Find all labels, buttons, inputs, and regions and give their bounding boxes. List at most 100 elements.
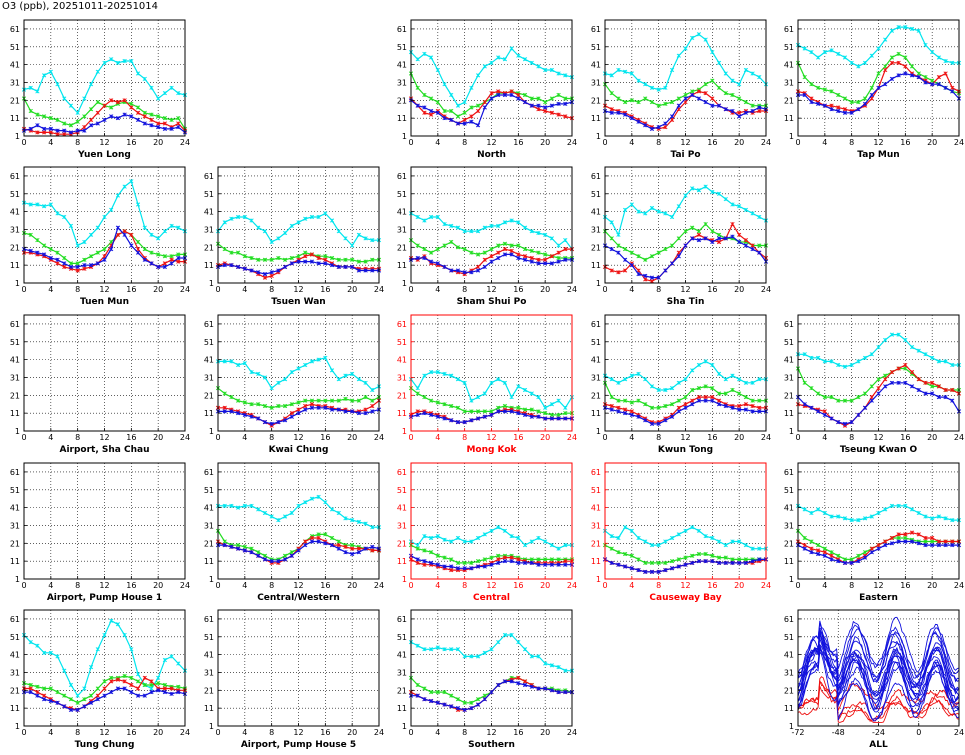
data-point-green <box>716 85 722 90</box>
data-point-green <box>489 555 494 560</box>
data-point-red <box>930 535 935 541</box>
data-point-blue <box>649 126 655 131</box>
data-point-green <box>849 99 854 105</box>
x-tick-label: 0 <box>215 581 220 590</box>
data-point-cyan <box>475 535 481 541</box>
y-tick-label: 51 <box>784 43 794 52</box>
data-point-green <box>48 246 53 252</box>
y-tick-label: 51 <box>591 190 601 199</box>
data-point-blue <box>35 693 40 698</box>
data-point-cyan <box>343 236 348 241</box>
x-tick-label: 20 <box>347 433 357 442</box>
data-point-blue <box>95 261 100 266</box>
y-tick-label: 11 <box>397 261 407 270</box>
data-point-blue <box>370 544 375 549</box>
data-point-cyan <box>563 542 568 548</box>
x-tick-label: 8 <box>849 581 854 590</box>
data-point-blue <box>496 255 501 261</box>
data-point-red <box>496 89 501 94</box>
data-point-blue <box>750 246 755 252</box>
data-point-blue <box>663 567 668 573</box>
data-point-blue <box>48 255 53 261</box>
data-point-blue <box>649 421 655 426</box>
data-point-green <box>609 394 614 400</box>
data-point-blue <box>529 560 534 566</box>
data-point-cyan <box>609 377 614 382</box>
data-point-red <box>730 221 735 227</box>
x-tick-label: 20 <box>540 138 550 147</box>
data-point-cyan <box>475 394 481 400</box>
data-point-green <box>876 377 881 382</box>
y-tick-label: 21 <box>10 243 20 252</box>
data-point-cyan <box>489 647 494 652</box>
data-point-cyan <box>276 380 281 385</box>
data-point-cyan <box>829 48 834 53</box>
data-point-green <box>649 560 655 566</box>
data-point-cyan <box>536 535 541 541</box>
data-point-blue <box>455 268 461 273</box>
data-point-blue <box>829 416 834 421</box>
data-point-green <box>135 105 141 110</box>
data-point-blue <box>889 380 895 385</box>
data-point-blue <box>943 542 948 548</box>
data-point-green <box>162 254 167 259</box>
data-point-blue <box>690 236 695 241</box>
data-point-blue <box>442 116 447 121</box>
data-point-blue <box>737 407 742 412</box>
x-tick-label: 0 <box>602 433 607 442</box>
data-point-cyan <box>135 71 141 76</box>
x-tick-label: -72 <box>791 728 804 737</box>
data-point-blue <box>429 560 434 566</box>
data-point-cyan <box>363 521 368 526</box>
data-point-blue <box>289 261 294 266</box>
data-point-green <box>730 92 735 98</box>
data-point-green <box>536 96 541 101</box>
data-point-red <box>950 85 955 90</box>
data-point-blue <box>169 691 174 696</box>
data-point-blue <box>816 101 821 106</box>
y-tick-label: 61 <box>591 172 601 181</box>
data-point-blue <box>536 562 541 567</box>
data-point-green <box>649 405 655 410</box>
data-point-cyan <box>876 46 881 51</box>
data-point-blue <box>856 412 861 418</box>
data-point-blue <box>930 82 935 87</box>
data-point-green <box>42 686 47 691</box>
data-point-green <box>836 92 841 98</box>
data-point-green <box>696 551 702 557</box>
data-point-blue <box>556 416 561 421</box>
x-tick-label: 0 <box>408 285 413 294</box>
data-point-cyan <box>316 214 321 220</box>
data-point-cyan <box>909 345 915 350</box>
data-point-green <box>896 51 901 57</box>
data-point-green <box>435 400 440 405</box>
x-tick-label: 12 <box>486 433 496 442</box>
data-point-blue <box>55 257 60 262</box>
data-point-green <box>663 101 668 106</box>
data-point-blue <box>930 391 935 396</box>
data-point-blue <box>856 107 861 112</box>
data-point-cyan <box>48 650 53 655</box>
y-tick-label: 1 <box>402 427 407 436</box>
data-point-red <box>303 254 308 259</box>
data-point-blue <box>129 114 134 119</box>
data-point-cyan <box>68 682 74 688</box>
data-point-green <box>169 254 174 259</box>
data-point-green <box>482 557 487 562</box>
data-point-cyan <box>522 542 528 548</box>
data-point-green <box>549 557 554 562</box>
data-point-green <box>703 551 708 557</box>
data-point-cyan <box>676 380 681 385</box>
data-point-red <box>549 110 554 115</box>
data-point-cyan <box>142 225 147 230</box>
data-point-cyan <box>862 516 868 521</box>
y-tick-label: 51 <box>10 190 20 199</box>
data-point-red <box>475 264 481 270</box>
data-point-blue <box>156 264 161 270</box>
data-point-green <box>809 539 814 544</box>
data-point-blue <box>723 107 728 112</box>
data-point-cyan <box>62 668 67 673</box>
y-tick-label: 61 <box>784 615 794 624</box>
data-point-blue <box>455 419 461 425</box>
data-point-blue <box>609 407 614 412</box>
